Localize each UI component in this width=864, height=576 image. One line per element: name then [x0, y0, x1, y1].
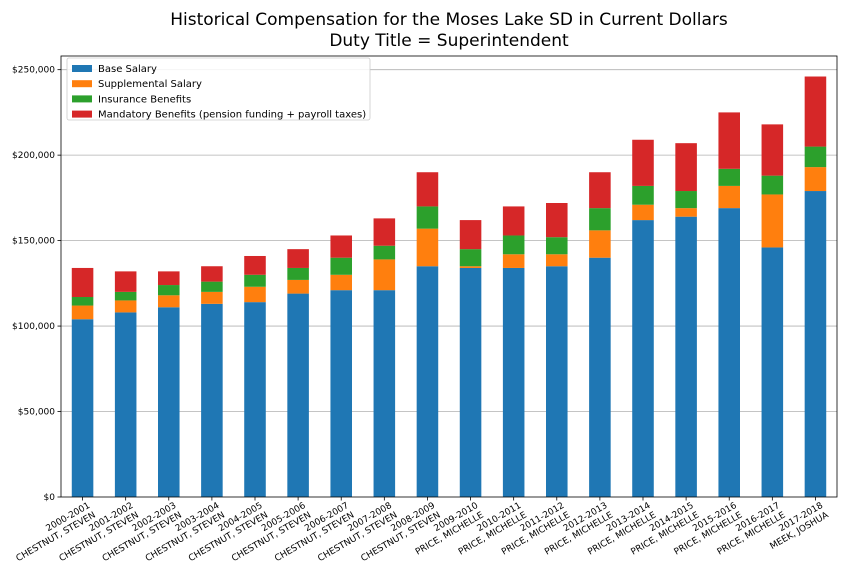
- bar-segment: [201, 303, 223, 497]
- bar-segment: [761, 124, 784, 176]
- bar-segment: [502, 254, 525, 268]
- bar-segment: [114, 312, 137, 497]
- bar-segment: [201, 281, 223, 292]
- bar-segment: [416, 228, 439, 267]
- bar-segment: [632, 204, 654, 221]
- bar-segment: [244, 255, 266, 275]
- bar-segment: [416, 266, 439, 497]
- legend-swatch: [72, 95, 92, 103]
- bar-segment: [546, 254, 568, 267]
- chart-subtitle: Duty Title = Superintendent: [329, 31, 569, 51]
- bar-segment: [804, 76, 827, 147]
- bar-segment: [589, 208, 611, 231]
- bar-segment: [287, 279, 309, 294]
- bar-segment: [244, 302, 266, 497]
- bar-segment: [373, 245, 396, 260]
- legend-label: Mandatory Benefits (pension funding + pa…: [98, 110, 366, 121]
- bar-segment: [761, 247, 784, 497]
- bar-segment: [373, 218, 396, 246]
- bar-segment: [71, 297, 94, 306]
- bar-segment: [158, 271, 180, 286]
- legend-label: Insurance Benefits: [98, 94, 191, 105]
- bar-segment: [589, 257, 611, 497]
- bar-segment: [589, 172, 611, 209]
- bar-segment: [675, 143, 697, 192]
- legend-label: Base Salary: [98, 64, 157, 75]
- bar-segment: [71, 319, 94, 497]
- bar-segment: [330, 235, 352, 258]
- bar-segment: [718, 112, 740, 169]
- bar-segment: [373, 290, 396, 497]
- bar-segment: [201, 291, 223, 304]
- bar-segment: [201, 266, 223, 282]
- bar-segment: [675, 216, 697, 497]
- bar-segment: [675, 208, 697, 217]
- y-tick-label: $100,000: [12, 322, 55, 332]
- bar-segment: [330, 290, 352, 497]
- bar-segment: [416, 172, 439, 207]
- bars: [71, 76, 827, 497]
- bar-segment: [804, 191, 827, 497]
- bar-segment: [71, 267, 94, 298]
- bar-segment: [244, 274, 266, 287]
- bar-segment: [459, 220, 482, 250]
- x-ticks: 2000-2001CHESTNUT, STEVEN2001-2002CHESTN…: [9, 497, 831, 564]
- bar-segment: [589, 230, 611, 258]
- bar-segment: [632, 139, 654, 186]
- bar-segment: [158, 285, 180, 296]
- bar-segment: [330, 274, 352, 291]
- x-tick-label: 2000-2001CHESTNUT, STEVEN: [9, 501, 97, 564]
- legend-swatch: [72, 65, 92, 72]
- bar-segment: [502, 267, 525, 497]
- bar-segment: [502, 235, 525, 255]
- bar-segment: [287, 293, 309, 497]
- chart-title: Historical Compensation for the Moses La…: [170, 10, 728, 30]
- bar-segment: [546, 237, 568, 255]
- legend-swatch: [72, 110, 92, 118]
- axes: [60, 55, 838, 498]
- bar-segment: [546, 266, 568, 497]
- bar-segment: [718, 208, 740, 497]
- bar-segment: [416, 206, 439, 229]
- bar-segment: [459, 266, 482, 268]
- bar-segment: [804, 167, 827, 192]
- plot-frame: [60, 55, 838, 498]
- y-tick-label: $200,000: [12, 151, 55, 161]
- y-tick-label: $50,000: [18, 408, 55, 418]
- bar-segment: [114, 271, 137, 292]
- legend-box: [66, 57, 371, 121]
- bar-segment: [158, 295, 180, 308]
- bar-segment: [158, 307, 180, 497]
- bar-segment: [114, 300, 137, 313]
- legend-swatch: [72, 80, 92, 88]
- bar-segment: [761, 175, 784, 195]
- bar-segment: [632, 185, 654, 205]
- y-tick-label: $0: [44, 493, 56, 503]
- bar-segment: [718, 185, 740, 209]
- bar-segment: [71, 305, 94, 320]
- bar-segment: [459, 267, 482, 497]
- bar-segment: [114, 291, 137, 301]
- legend-label: Supplemental Salary: [98, 79, 202, 90]
- y-ticks: $0 $50,000 $100,000 $150,000 $200,000 $250,00…: [12, 66, 61, 503]
- bar-segment: [459, 249, 482, 267]
- bar-segment: [761, 194, 784, 248]
- y-tick-label: $150,000: [12, 237, 55, 247]
- y-tick-label: $250,000: [12, 66, 55, 76]
- bar-segment: [287, 249, 309, 268]
- bar-segment: [373, 259, 396, 291]
- bar-segment: [632, 220, 654, 497]
- bar-segment: [502, 206, 525, 236]
- bar-segment: [244, 286, 266, 303]
- legend: Base Salary Supplemental Salary Insurance …: [66, 57, 371, 121]
- bar-segment: [718, 168, 740, 186]
- bar-segment: [675, 191, 697, 209]
- bar-segment: [546, 203, 568, 238]
- bar-segment: [287, 267, 309, 280]
- bar-segment: [330, 257, 352, 275]
- bar-segment: [804, 146, 827, 168]
